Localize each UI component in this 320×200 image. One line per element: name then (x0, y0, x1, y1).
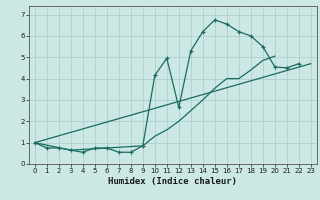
X-axis label: Humidex (Indice chaleur): Humidex (Indice chaleur) (108, 177, 237, 186)
